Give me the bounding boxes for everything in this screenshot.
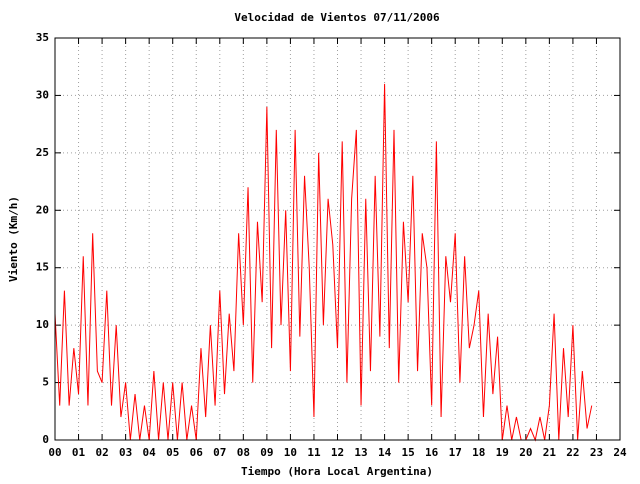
x-tick-label: 12 — [331, 446, 344, 459]
x-tick-label: 08 — [237, 446, 250, 459]
x-tick-label: 02 — [95, 446, 108, 459]
x-tick-label: 06 — [190, 446, 204, 459]
x-tick-label: 01 — [72, 446, 86, 459]
y-tick-label: 30 — [36, 88, 49, 101]
x-tick-label: 13 — [354, 446, 367, 459]
x-tick-label: 22 — [566, 446, 579, 459]
x-tick-label: 07 — [213, 446, 226, 459]
y-tick-label: 15 — [36, 261, 49, 274]
x-tick-label: 05 — [166, 446, 179, 459]
x-axis-label: Tiempo (Hora Local Argentina) — [241, 465, 433, 478]
x-tick-label: 20 — [519, 446, 532, 459]
x-tick-label: 16 — [425, 446, 439, 459]
x-tick-label: 09 — [260, 446, 273, 459]
x-tick-label: 19 — [496, 446, 509, 459]
y-tick-label: 0 — [42, 433, 49, 446]
x-tick-label: 17 — [449, 446, 462, 459]
y-tick-label: 5 — [42, 376, 49, 389]
x-tick-label: 10 — [284, 446, 297, 459]
x-tick-label: 24 — [613, 446, 627, 459]
x-tick-label: 18 — [472, 446, 485, 459]
x-tick-label: 15 — [402, 446, 415, 459]
y-axis-label: Viento (Km/h) — [7, 196, 20, 282]
x-tick-label: 03 — [119, 446, 132, 459]
y-tick-label: 10 — [36, 318, 49, 331]
chart-title: Velocidad de Vientos 07/11/2006 — [234, 11, 440, 24]
y-tick-label: 25 — [36, 146, 49, 159]
y-tick-label: 35 — [36, 31, 49, 44]
x-tick-label: 04 — [143, 446, 157, 459]
x-tick-label: 00 — [48, 446, 61, 459]
x-tick-label: 21 — [543, 446, 557, 459]
plot-frame — [54, 37, 621, 441]
y-tick-label: 20 — [36, 203, 49, 216]
data-line — [54, 83, 593, 442]
x-tick-label: 14 — [378, 446, 392, 459]
x-tick-label: 11 — [307, 446, 321, 459]
x-tick-label: 23 — [590, 446, 603, 459]
